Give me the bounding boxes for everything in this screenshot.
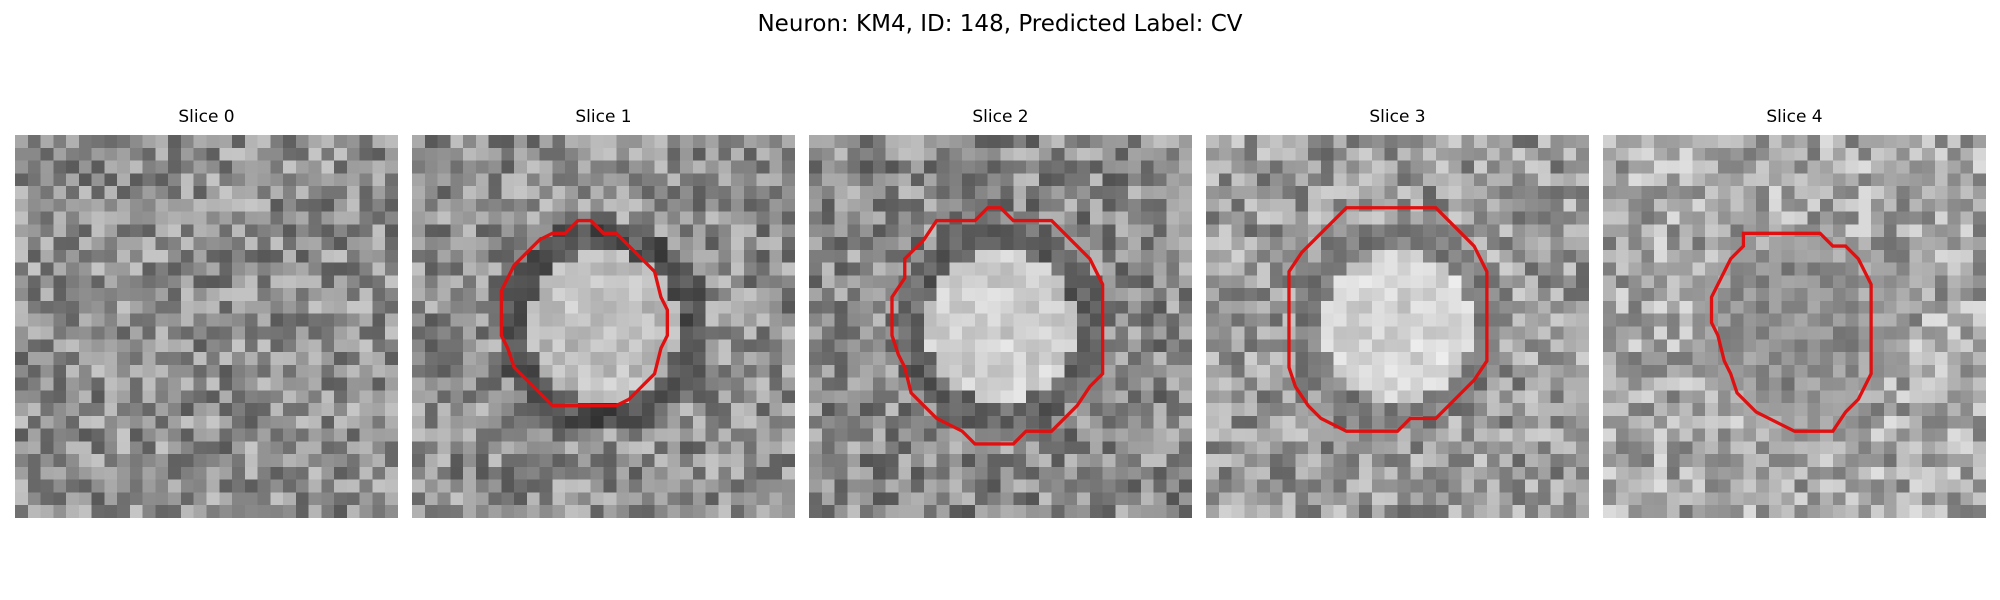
slice-title: Slice 4 [1766, 107, 1823, 127]
slice-title: Slice 1 [575, 107, 632, 127]
slice-title: Slice 3 [1369, 107, 1426, 127]
pixel-grid [1603, 135, 1986, 518]
slice-image [1603, 135, 1986, 518]
pixel-grid [1206, 135, 1589, 518]
slice-image [1206, 135, 1589, 518]
segmentation-contour [1287, 206, 1489, 433]
slice-panel-4: Slice 4 [1603, 105, 1986, 518]
slice-panel-3: Slice 3 [1206, 105, 1589, 518]
slice-title: Slice 2 [972, 107, 1029, 127]
segmentation-contour [499, 218, 669, 408]
slice-image [15, 135, 398, 518]
slice-image [809, 135, 1192, 518]
pixel-grid [15, 135, 398, 518]
segmentation-contour [890, 206, 1105, 446]
slice-title: Slice 0 [178, 107, 235, 127]
segmentation-contour [1709, 231, 1873, 433]
slice-panel-2: Slice 2 [809, 105, 1192, 518]
pixel-grid [412, 135, 795, 518]
figure-title: Neuron: KM4, ID: 148, Predicted Label: C… [757, 11, 1243, 37]
slice-panel-1: Slice 1 [412, 105, 795, 518]
slice-panel-0: Slice 0 [15, 105, 398, 518]
pixel-grid [809, 135, 1192, 518]
slice-image [412, 135, 795, 518]
